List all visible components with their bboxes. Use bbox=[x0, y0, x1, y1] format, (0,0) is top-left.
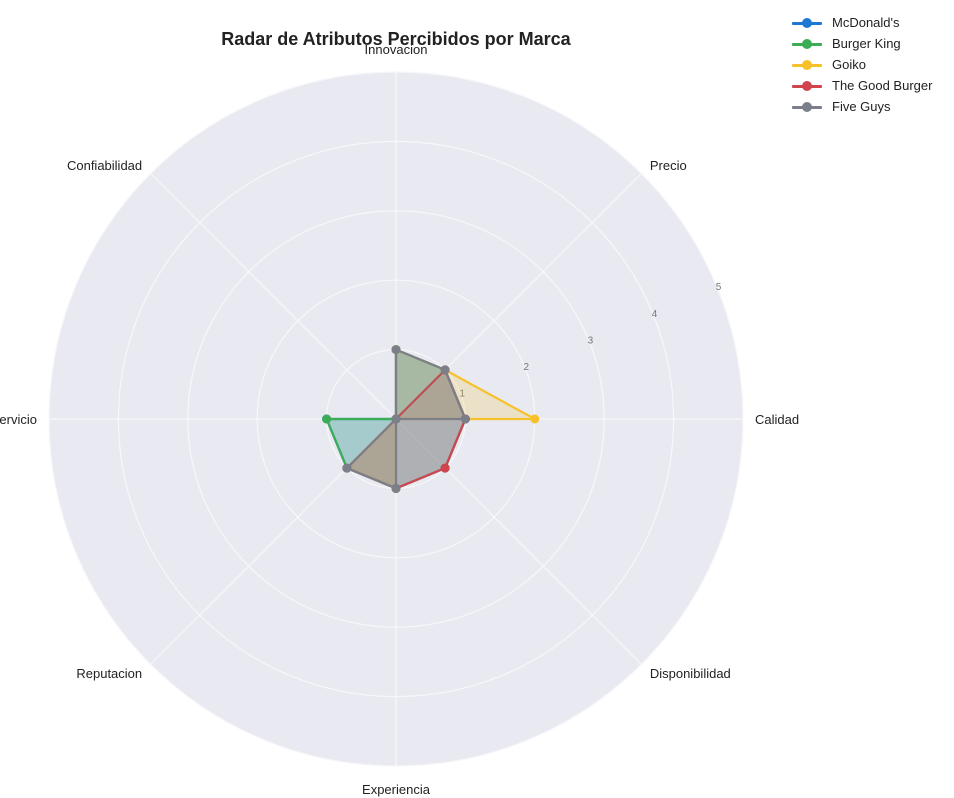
axis-label: Servicio bbox=[0, 412, 37, 427]
chart-title: Radar de Atributos Percibidos por Marca bbox=[221, 29, 571, 49]
series-line bbox=[345, 348, 467, 490]
series-group bbox=[342, 345, 470, 493]
series-point bbox=[391, 345, 401, 355]
legend-item: McDonald's bbox=[792, 12, 932, 33]
legend-swatch bbox=[792, 17, 822, 29]
legend-swatch bbox=[792, 101, 822, 113]
axis-label: Innovacion bbox=[365, 42, 428, 57]
series-point bbox=[440, 463, 450, 473]
radial-tick-label: 3 bbox=[588, 335, 594, 346]
axis-label: Experiencia bbox=[362, 782, 431, 797]
legend-label: Goiko bbox=[832, 57, 866, 72]
series-point bbox=[322, 414, 332, 424]
legend-swatch bbox=[792, 59, 822, 71]
axis-label: Disponibilidad bbox=[650, 666, 731, 681]
axis-label: Precio bbox=[650, 158, 687, 173]
legend-label: Five Guys bbox=[832, 99, 891, 114]
legend-item: Burger King bbox=[792, 33, 932, 54]
series-point bbox=[391, 414, 401, 424]
series-point bbox=[342, 463, 352, 473]
radial-tick-label: 4 bbox=[652, 309, 658, 320]
series-area bbox=[346, 369, 466, 489]
legend-label: McDonald's bbox=[832, 15, 900, 30]
legend-label: The Good Burger bbox=[832, 78, 933, 93]
legend-swatch bbox=[792, 80, 822, 92]
radar-spoke bbox=[150, 173, 397, 420]
radial-tick-label: 5 bbox=[716, 282, 722, 293]
axis-label: Confiabilidad bbox=[67, 158, 142, 173]
axis-label: Calidad bbox=[755, 412, 799, 427]
series-point bbox=[460, 414, 470, 424]
radial-tick-label: 1 bbox=[459, 388, 465, 399]
radar-spoke bbox=[395, 418, 642, 665]
series-point bbox=[391, 483, 401, 493]
legend-item: The Good Burger bbox=[792, 75, 932, 96]
radial-tick-label: 2 bbox=[523, 362, 529, 373]
legend-item: Goiko bbox=[792, 54, 932, 75]
legend-swatch bbox=[792, 38, 822, 50]
legend-label: Burger King bbox=[832, 36, 901, 51]
legend-item: Five Guys bbox=[792, 96, 932, 117]
radar-axis-labels: Calidad Precio Innovacion Confiabilidad Serv… bbox=[0, 42, 799, 797]
series-point bbox=[440, 365, 450, 375]
series-point bbox=[530, 414, 540, 424]
legend: McDonald's Burger King Goiko The Good Burge… bbox=[792, 12, 932, 117]
axis-label: Reputacion bbox=[76, 666, 142, 681]
radar-series bbox=[322, 345, 540, 493]
